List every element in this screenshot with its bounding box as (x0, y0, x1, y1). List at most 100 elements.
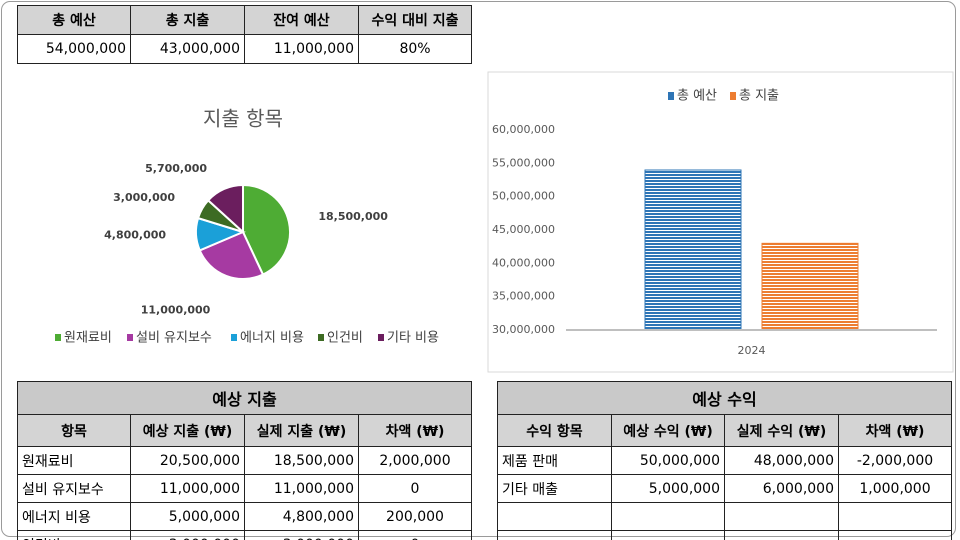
y-tick-label: 45,000,000 (492, 223, 555, 236)
y-tick-label: 55,000,000 (492, 156, 555, 169)
cell: 인건비 (17, 530, 131, 540)
cell: 0 (357, 530, 473, 540)
cell: 5,000,000 (611, 474, 725, 503)
cell: 3,000,000 (244, 530, 359, 540)
table-row: 제품 판매 50,000,000 48,000,000 -2,000,000 (497, 446, 953, 475)
cell: 4,800,000 (244, 502, 359, 531)
table-row (497, 502, 953, 531)
cell: -2,000,000 (837, 446, 953, 475)
header-cell: 예상 지출 (₩) (130, 414, 245, 447)
header-cell: 총 예산 (17, 5, 131, 35)
data-label: 5,700,000 (145, 162, 207, 175)
table-row: 설비 유지보수 11,000,000 11,000,000 0 (17, 474, 473, 503)
header-cell: 실제 수익 (₩) (724, 414, 839, 447)
header-cell: 수익 대비 지출 (358, 5, 472, 35)
header-cell: 실제 지출 (₩) (244, 414, 359, 447)
table-row: 원재료비 20,500,000 18,500,000 2,000,000 (17, 446, 473, 475)
y-tick-label: 60,000,000 (492, 123, 555, 136)
cell: 48,000,000 (724, 446, 839, 475)
bar (761, 242, 859, 331)
legend-swatch (231, 334, 237, 341)
cell: 11,000,000 (244, 34, 359, 64)
cell (497, 530, 612, 540)
table-row: 54,000,000 43,000,000 11,000,000 80% (17, 34, 472, 64)
cell: 20,500,000 (130, 446, 245, 475)
cell: 80% (358, 34, 472, 64)
table: 예상 수익 수익 항목 예상 수익 (₩) 실제 수익 (₩) 차액 (₩) 제품 판매 5… (496, 381, 953, 540)
legend-swatch (668, 92, 674, 100)
legend-label: 원재료비 (64, 331, 112, 346)
legend-swatch (318, 334, 324, 341)
cell: 제품 판매 (497, 446, 612, 475)
cell: 기타 매출 (497, 474, 612, 503)
cell: 에너지 비용 (17, 502, 131, 531)
cell (724, 530, 839, 540)
cell: 3,000,000 (130, 530, 245, 540)
cell: 설비 유지보수 (17, 474, 131, 503)
cell: 18,500,000 (244, 446, 359, 475)
header-cell: 수익 항목 (497, 414, 612, 447)
data-label: 18,500,000 (318, 210, 388, 223)
pie-slice (242, 183, 291, 276)
cell (837, 530, 953, 540)
cell: 1,000,000 (837, 474, 953, 503)
bar (644, 169, 742, 331)
legend-label: 기타 비용 (387, 331, 439, 346)
cell (611, 530, 725, 540)
cell: 43,000,000 (130, 34, 245, 64)
header-row: 항목 예상 지출 (₩) 실제 지출 (₩) 차액 (₩) (17, 414, 473, 447)
legend-label: 총 지출 (739, 89, 779, 104)
cell (724, 502, 839, 531)
y-tick-label: 35,000,000 (492, 290, 555, 303)
table-row: 에너지 비용 5,000,000 4,800,000 200,000 (17, 502, 473, 531)
cell: 5,000,000 (130, 502, 245, 531)
cell: 54,000,000 (17, 34, 131, 64)
cell: 11,000,000 (130, 474, 245, 503)
cell: 2,000,000 (357, 446, 473, 475)
header-row: 수익 항목 예상 수익 (₩) 실제 수익 (₩) 차액 (₩) (497, 414, 953, 447)
legend-swatch (378, 334, 384, 341)
y-tick-label: 30,000,000 (492, 323, 555, 336)
pie-slice (206, 183, 244, 235)
cell: 원재료비 (17, 446, 131, 475)
header-cell: 항목 (17, 414, 131, 447)
cell (611, 502, 725, 531)
x-tick-label: 2024 (738, 344, 766, 357)
title-row: 예상 수익 (496, 381, 953, 415)
table-row: 기타 매출 5,000,000 6,000,000 1,000,000 (497, 474, 953, 503)
legend-swatch (730, 92, 736, 100)
legend-swatch (55, 334, 61, 341)
cell: 0 (357, 474, 473, 503)
header-cell: 예상 수익 (₩) (611, 414, 725, 447)
header-cell: 차액 (₩) (357, 414, 473, 447)
legend-label: 인건비 (327, 331, 363, 346)
cell: 6,000,000 (724, 474, 839, 503)
table-row (497, 530, 953, 540)
table-title: 예상 수익 (496, 381, 953, 415)
table: 총 예산 총 지출 잔여 예산 수익 대비 지출 54,000,000 43,000,00… (17, 5, 472, 64)
legend-label: 총 예산 (677, 89, 717, 104)
y-tick-label: 50,000,000 (492, 190, 555, 203)
data-label: 11,000,000 (141, 303, 211, 316)
header-cell: 총 지출 (130, 5, 245, 35)
table: 예상 지출 항목 예상 지출 (₩) 실제 지출 (₩) 차액 (₩) 원재료비 20,50… (16, 381, 473, 540)
cell (837, 502, 953, 531)
title-row: 예상 지출 (16, 381, 473, 415)
legend-label: 설비 유지보수 (136, 331, 212, 346)
table-title: 예상 지출 (16, 381, 473, 415)
data-label: 3,000,000 (113, 191, 175, 204)
chart-title: 지출 항목 (203, 107, 283, 131)
cell: 200,000 (357, 502, 473, 531)
cell: 11,000,000 (244, 474, 359, 503)
header-cell: 차액 (₩) (837, 414, 953, 447)
data-label: 4,800,000 (104, 229, 166, 242)
legend-label: 에너지 비용 (240, 331, 304, 346)
cell: 50,000,000 (611, 446, 725, 475)
cell (497, 502, 612, 531)
y-tick-label: 40,000,000 (492, 256, 555, 269)
header-row: 총 예산 총 지출 잔여 예산 수익 대비 지출 (17, 5, 472, 35)
legend-swatch (127, 334, 133, 341)
